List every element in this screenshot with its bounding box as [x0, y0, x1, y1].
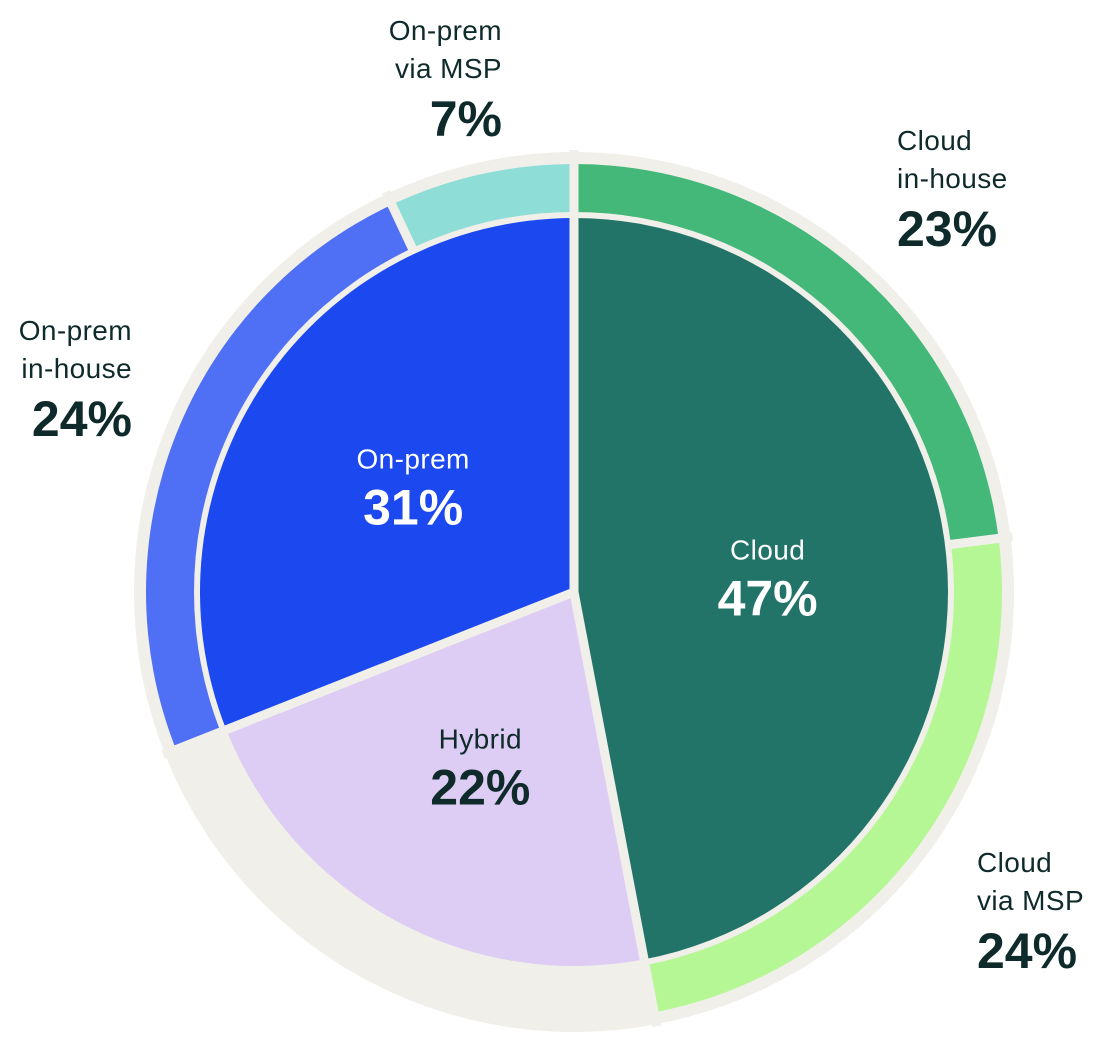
outer-value-on-prem-in-house: 24%	[32, 391, 132, 447]
slice-labels: Cloud 47% Hybrid 22% On-prem 31% Cloud in-house…	[19, 15, 1084, 979]
inner-label-hybrid: Hybrid	[439, 723, 522, 754]
outer-ring	[145, 150, 1014, 1028]
outer-label-on-prem-via-msp: On-prem via MSP	[389, 15, 502, 84]
inner-pie	[200, 214, 949, 966]
outer-value-on-prem-via-msp: 7%	[430, 91, 502, 147]
inner-separator	[569, 591, 650, 965]
outer-slice-cloud-in-house	[574, 164, 999, 545]
outer-label-line: On-prem	[19, 315, 132, 346]
outer-label-line: in-house	[21, 353, 132, 384]
inner-slice-on-prem	[200, 218, 575, 730]
outer-label-line: via MSP	[977, 885, 1084, 916]
outer-separator	[640, 962, 662, 1028]
outer-label-line: in-house	[897, 163, 1008, 194]
inner-value-hybrid: 22%	[430, 759, 530, 815]
outer-separator	[948, 532, 1014, 550]
outer-label-cloud-via-msp: Cloud via MSP	[977, 847, 1084, 916]
outer-value-cloud-via-msp: 24%	[977, 923, 1077, 979]
inner-slice-cloud	[574, 218, 949, 960]
outer-separator	[161, 726, 225, 759]
inner-slice-hybrid	[226, 592, 645, 966]
inner-separator	[220, 587, 576, 736]
inner-label-cloud: Cloud	[730, 535, 805, 566]
inner-value-cloud: 47%	[718, 571, 818, 627]
outer-label-cloud-in-house: Cloud in-house	[897, 125, 1008, 194]
inner-label-on-prem: On-prem	[357, 444, 470, 475]
outer-slice-on-prem-via-msp	[391, 164, 574, 249]
outer-label-line: via MSP	[395, 53, 502, 84]
outer-value-cloud-in-house: 23%	[897, 201, 997, 257]
outer-slice-on-prem-in-house	[145, 204, 413, 750]
outer-label-line: On-prem	[389, 15, 502, 46]
outer-separator	[381, 190, 418, 252]
outer-label-on-prem-in-house: On-prem in-house	[19, 315, 132, 384]
outer-label-line: Cloud	[977, 847, 1052, 878]
outer-slice-cloud-via-msp	[645, 538, 1002, 1013]
outer-label-line: Cloud	[897, 125, 972, 156]
inner-value-on-prem: 31%	[363, 480, 463, 536]
